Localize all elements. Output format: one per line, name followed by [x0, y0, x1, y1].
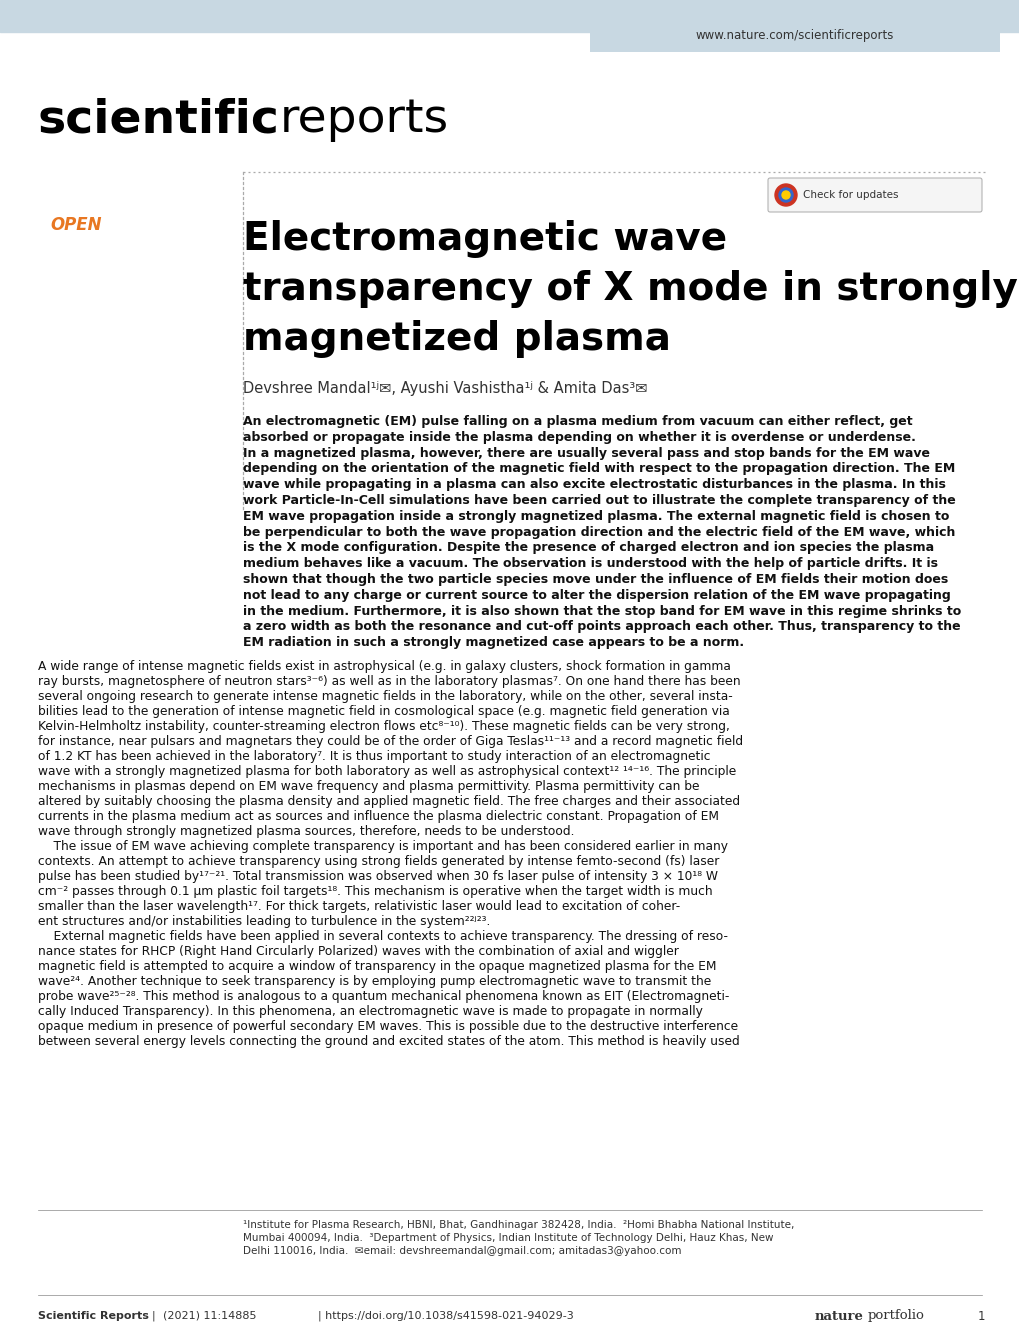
Circle shape	[774, 184, 796, 206]
Text: for instance, near pulsars and magnetars they could be of the order of Giga Tesl: for instance, near pulsars and magnetars…	[38, 736, 743, 748]
Text: opaque medium in presence of powerful secondary EM waves. This is possible due t: opaque medium in presence of powerful se…	[38, 1020, 738, 1033]
Text: wave while propagating in a plasma can also excite electrostatic disturbances in: wave while propagating in a plasma can a…	[243, 478, 945, 492]
Text: ¹Institute for Plasma Research, HBNI, Bhat, Gandhinagar 382428, India.  ²Homi Bh: ¹Institute for Plasma Research, HBNI, Bh…	[243, 1219, 794, 1230]
Text: cally Induced Transparency). In this phenomena, an electromagnetic wave is made : cally Induced Transparency). In this phe…	[38, 1005, 702, 1018]
Text: magnetized plasma: magnetized plasma	[243, 320, 671, 358]
Text: OPEN: OPEN	[50, 216, 102, 234]
Text: 1: 1	[976, 1309, 984, 1323]
FancyBboxPatch shape	[589, 0, 999, 52]
Text: www.nature.com/scientificreports: www.nature.com/scientificreports	[695, 29, 894, 43]
Text: Delhi 110016, India.  ✉email: devshreemandal@gmail.com; amitadas3@yahoo.com: Delhi 110016, India. ✉email: devshreeman…	[243, 1246, 681, 1256]
Text: | https://doi.org/10.1038/s41598-021-94029-3: | https://doi.org/10.1038/s41598-021-940…	[318, 1311, 574, 1321]
Text: (2021) 11:14885: (2021) 11:14885	[163, 1311, 256, 1321]
Text: mechanisms in plasmas depend on EM wave frequency and plasma permittivity. Plasm: mechanisms in plasmas depend on EM wave …	[38, 780, 699, 793]
Bar	[0, 0, 1019, 32]
Text: probe wave²⁵⁻²⁸. This method is analogous to a quantum mechanical phenomena know: probe wave²⁵⁻²⁸. This method is analogou…	[38, 990, 729, 1004]
Text: nance states for RHCP (Right Hand Circularly Polarized) waves with the combinati: nance states for RHCP (Right Hand Circul…	[38, 945, 679, 958]
Circle shape	[779, 188, 792, 202]
Text: be perpendicular to both the wave propagation direction and the electric field o: be perpendicular to both the wave propag…	[243, 525, 955, 539]
Text: wave with a strongly magnetized plasma for both laboratory as well as astrophysi: wave with a strongly magnetized plasma f…	[38, 765, 736, 779]
Text: absorbed or propagate inside the plasma depending on whether it is overdense or : absorbed or propagate inside the plasma …	[243, 430, 915, 444]
Text: reports: reports	[280, 98, 448, 142]
Text: wave²⁴. Another technique to seek transparency is by employing pump electromagne: wave²⁴. Another technique to seek transp…	[38, 976, 710, 988]
Text: In a magnetized plasma, however, there are usually several pass and stop bands f: In a magnetized plasma, however, there a…	[243, 446, 929, 460]
Text: altered by suitably choosing the plasma density and applied magnetic field. The : altered by suitably choosing the plasma …	[38, 795, 740, 808]
Text: portfolio: portfolio	[867, 1309, 924, 1323]
Text: Check for updates: Check for updates	[802, 190, 898, 200]
Text: a zero width as both the resonance and cut-off points approach each other. Thus,: a zero width as both the resonance and c…	[243, 620, 960, 634]
Text: cm⁻² passes through 0.1 μm plastic foil targets¹⁸. This mechanism is operative w: cm⁻² passes through 0.1 μm plastic foil …	[38, 884, 712, 898]
Text: The issue of EM wave achieving complete transparency is important and has been c: The issue of EM wave achieving complete …	[38, 840, 728, 854]
Text: magnetic field is attempted to acquire a window of transparency in the opaque ma: magnetic field is attempted to acquire a…	[38, 959, 715, 973]
Text: currents in the plasma medium act as sources and influence the plasma dielectric: currents in the plasma medium act as sou…	[38, 809, 718, 823]
Text: several ongoing research to generate intense magnetic fields in the laboratory, : several ongoing research to generate int…	[38, 690, 732, 704]
Text: wave through strongly magnetized plasma sources, therefore, needs to be understo: wave through strongly magnetized plasma …	[38, 825, 574, 838]
Text: smaller than the laser wavelength¹⁷. For thick targets, relativistic laser would: smaller than the laser wavelength¹⁷. For…	[38, 900, 680, 913]
Text: EM radiation in such a strongly magnetized case appears to be a norm.: EM radiation in such a strongly magnetiz…	[243, 636, 744, 649]
Text: work Particle-In-Cell simulations have been carried out to illustrate the comple: work Particle-In-Cell simulations have b…	[243, 494, 955, 507]
Text: not lead to any charge or current source to alter the dispersion relation of the: not lead to any charge or current source…	[243, 588, 950, 602]
Text: bilities lead to the generation of intense magnetic field in cosmological space : bilities lead to the generation of inten…	[38, 705, 729, 718]
Text: EM wave propagation inside a strongly magnetized plasma. The external magnetic f: EM wave propagation inside a strongly ma…	[243, 509, 949, 523]
FancyBboxPatch shape	[767, 178, 981, 212]
Text: transparency of X mode in strongly: transparency of X mode in strongly	[243, 269, 1017, 308]
Text: pulse has been studied by¹⁷⁻²¹. Total transmission was observed when 30 fs laser: pulse has been studied by¹⁷⁻²¹. Total tr…	[38, 870, 717, 883]
Text: Kelvin-Helmholtz instability, counter-streaming electron flows etc⁸⁻¹⁰). These m: Kelvin-Helmholtz instability, counter-st…	[38, 720, 730, 733]
Text: medium behaves like a vacuum. The observation is understood with the help of par: medium behaves like a vacuum. The observ…	[243, 557, 937, 571]
Text: |: |	[152, 1311, 156, 1321]
Text: nature: nature	[814, 1309, 863, 1323]
Text: in the medium. Furthermore, it is also shown that the stop band for EM wave in t: in the medium. Furthermore, it is also s…	[243, 604, 960, 618]
Text: contexts. An attempt to achieve transparency using strong fields generated by in: contexts. An attempt to achieve transpar…	[38, 855, 718, 868]
Text: Devshree Mandal¹ʲ✉, Ayushi Vashistha¹ʲ & Amita Das³✉: Devshree Mandal¹ʲ✉, Ayushi Vashistha¹ʲ &…	[243, 381, 647, 395]
Text: An electromagnetic (EM) pulse falling on a plasma medium from vacuum can either : An electromagnetic (EM) pulse falling on…	[243, 415, 912, 427]
Text: scientific: scientific	[38, 98, 279, 142]
Text: depending on the orientation of the magnetic field with respect to the propagati: depending on the orientation of the magn…	[243, 462, 955, 476]
Text: Mumbai 400094, India.  ³Department of Physics, Indian Institute of Technology De: Mumbai 400094, India. ³Department of Phy…	[243, 1233, 772, 1244]
Text: ent structures and/or instabilities leading to turbulence in the system²²ʲ²³.: ent structures and/or instabilities lead…	[38, 915, 490, 929]
Text: Scientific Reports: Scientific Reports	[38, 1311, 149, 1321]
Text: of 1.2 KT has been achieved in the laboratory⁷. It is thus important to study in: of 1.2 KT has been achieved in the labor…	[38, 750, 710, 762]
Text: shown that though the two particle species move under the influence of EM fields: shown that though the two particle speci…	[243, 574, 948, 586]
Circle shape	[782, 192, 790, 200]
Text: between several energy levels connecting the ground and excited states of the at: between several energy levels connecting…	[38, 1034, 739, 1048]
Text: ray bursts, magnetosphere of neutron stars³⁻⁶) as well as in the laboratory plas: ray bursts, magnetosphere of neutron sta…	[38, 675, 740, 687]
Text: External magnetic fields have been applied in several contexts to achieve transp: External magnetic fields have been appli…	[38, 930, 728, 943]
Text: Electromagnetic wave: Electromagnetic wave	[243, 220, 727, 259]
Text: A wide range of intense magnetic fields exist in astrophysical (e.g. in galaxy c: A wide range of intense magnetic fields …	[38, 661, 731, 673]
Text: is the X mode configuration. Despite the presence of charged electron and ion sp: is the X mode configuration. Despite the…	[243, 541, 933, 555]
